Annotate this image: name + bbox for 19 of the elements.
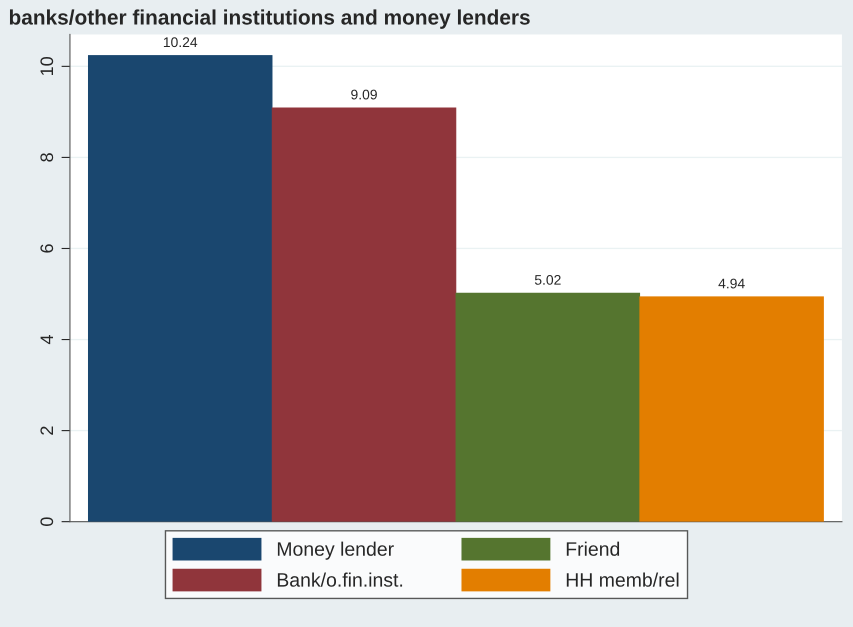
data-label: 10.24 [164, 37, 198, 48]
y-tick-label: 10 [40, 57, 54, 76]
y-tick-label: 4 [40, 335, 54, 344]
data-label: 5.02 [534, 274, 561, 285]
chart-title: banks/other financial institutions and money lenders [10, 9, 530, 29]
bar [639, 296, 824, 522]
y-tick-label: 8 [40, 153, 54, 162]
bar [456, 292, 640, 522]
bar [272, 107, 456, 522]
data-label: 4.94 [718, 278, 745, 288]
legend-label: HH memb/rel [566, 572, 678, 587]
legend-label: Friend [566, 542, 620, 556]
y-tick-label: 6 [40, 244, 54, 253]
legend-label: Money lender [278, 542, 394, 560]
legend-label: Bank/o.fin.inst. [278, 572, 402, 587]
bar [88, 55, 272, 522]
y-tick-label: 2 [40, 426, 54, 435]
y-tick-label: 0 [40, 517, 54, 526]
data-label: 9.09 [351, 90, 377, 100]
